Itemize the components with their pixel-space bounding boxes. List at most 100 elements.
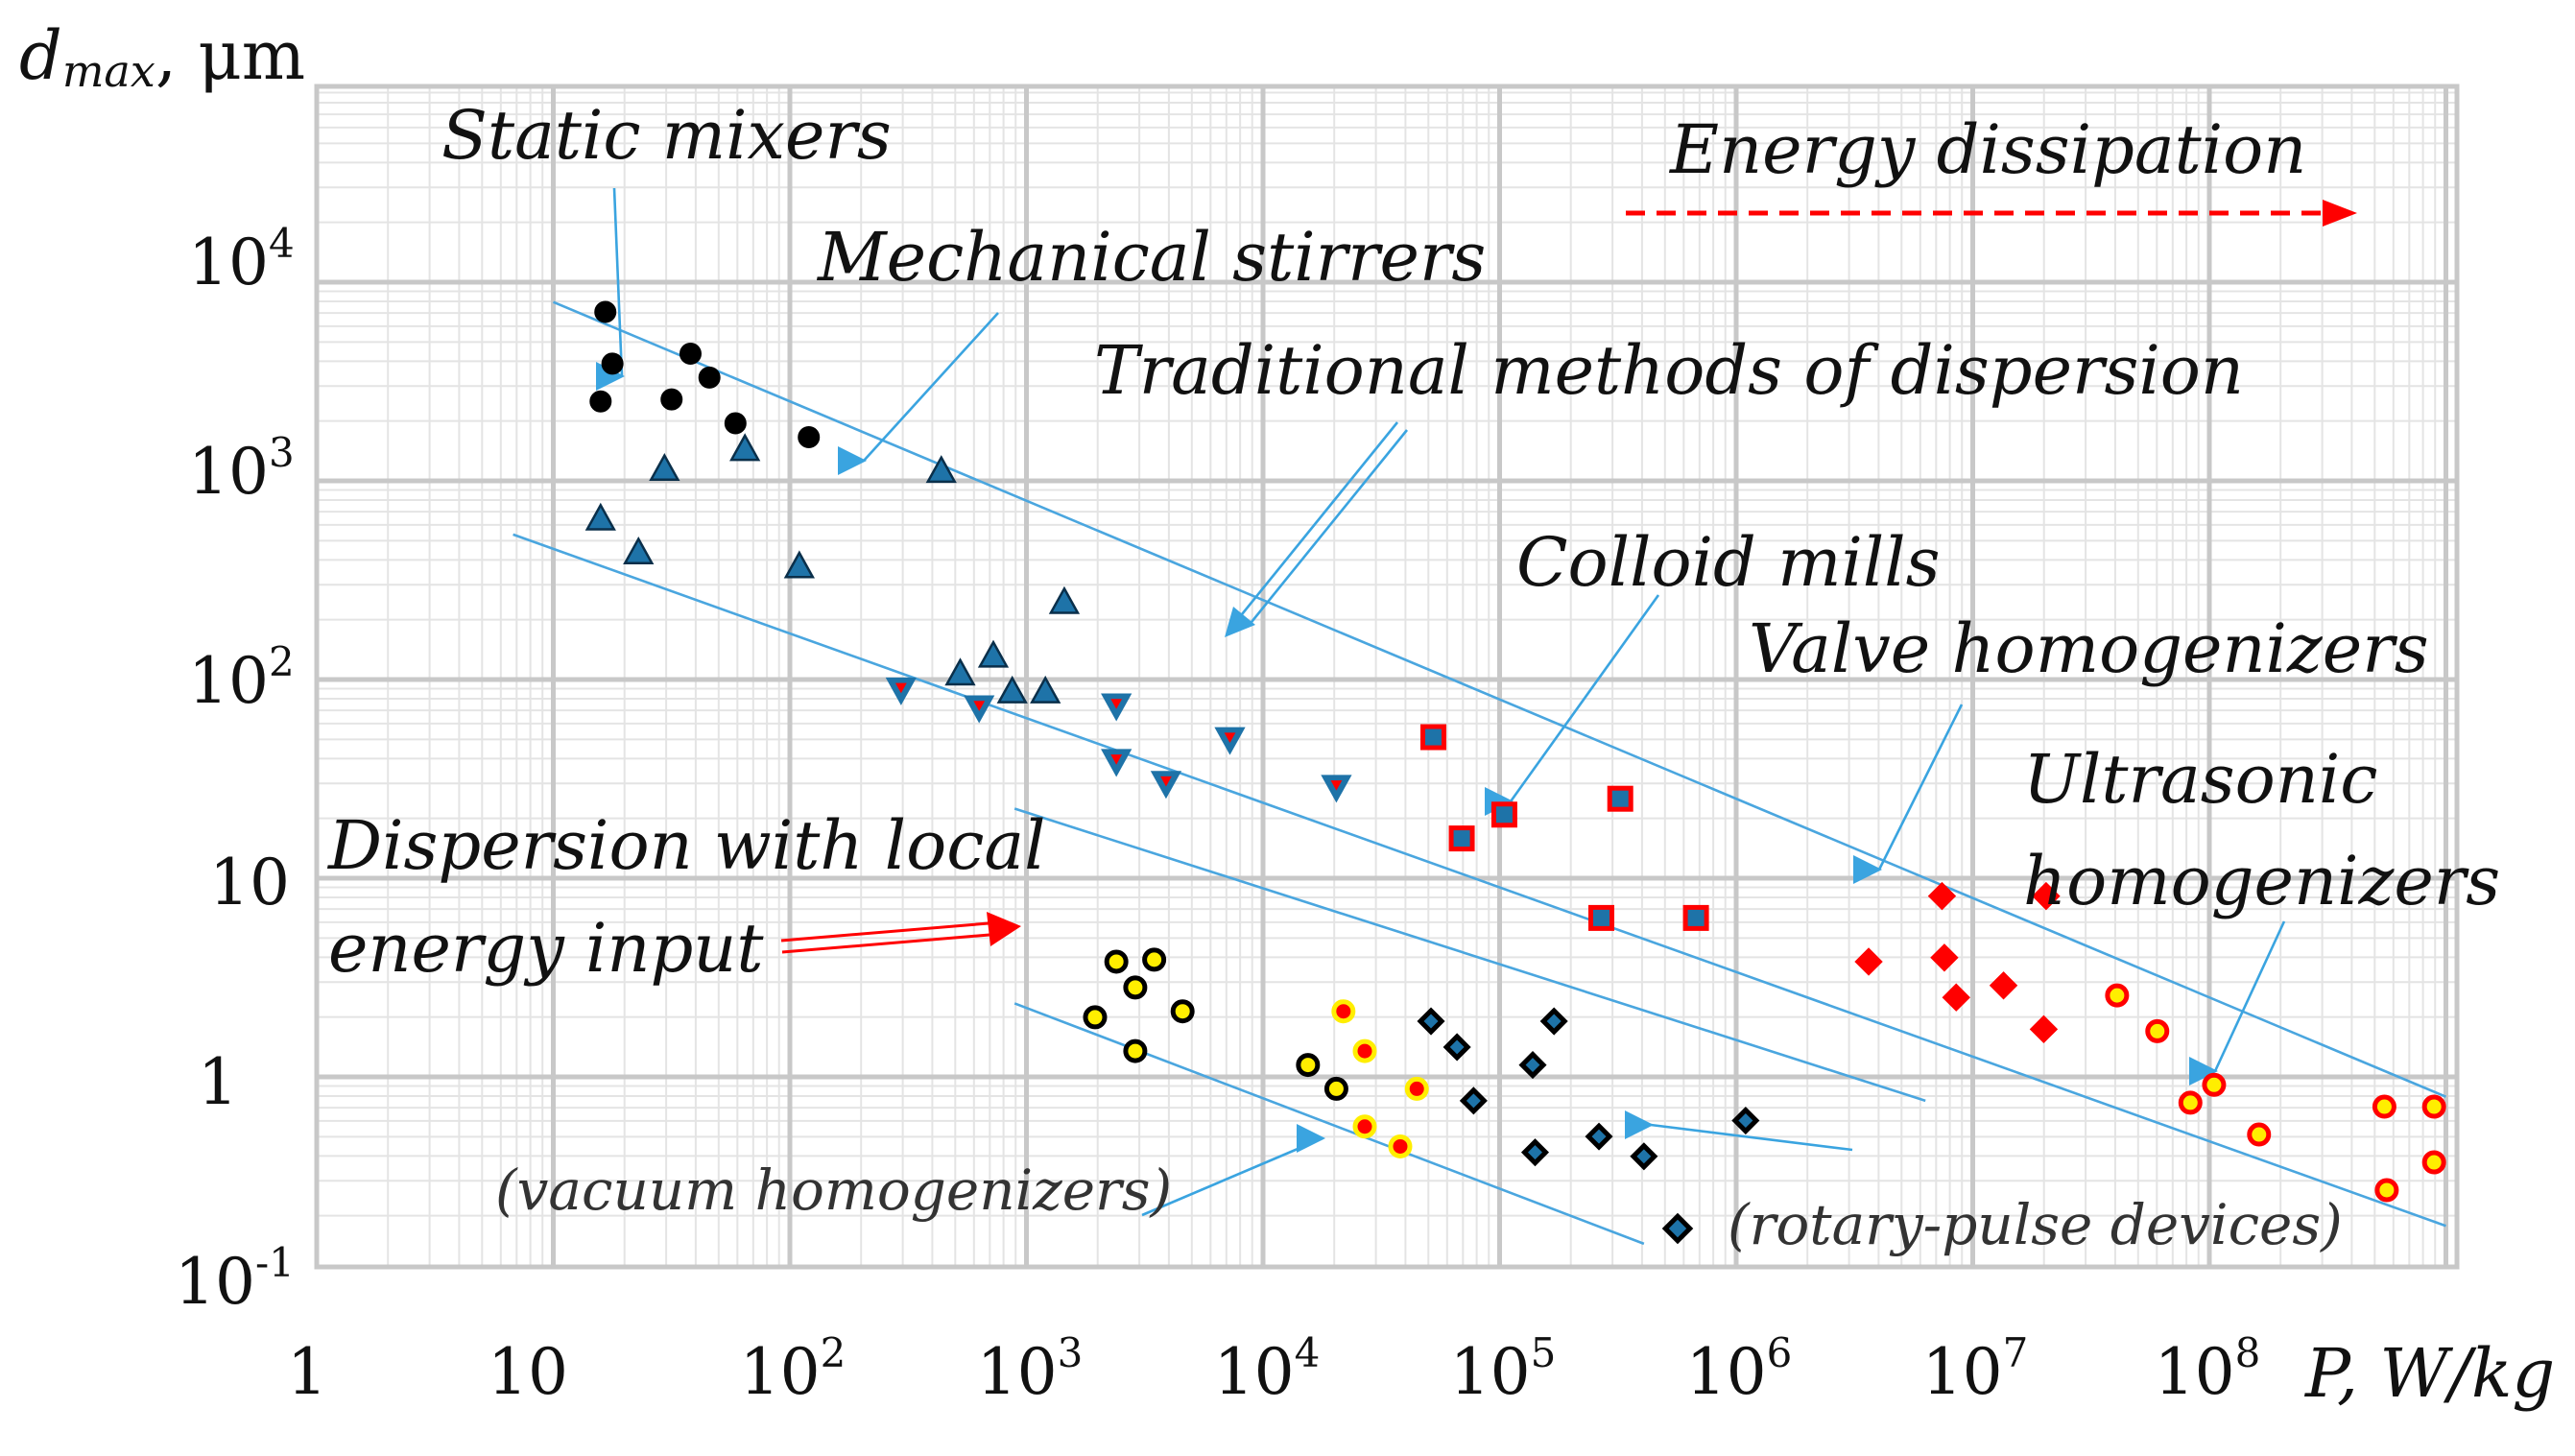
minor-gridlines [317, 86, 2457, 1267]
point-diamond-black-blue-2 [1442, 1033, 1471, 1062]
point-triangle-up-blue-5 [783, 550, 815, 579]
point-square-red-blue-6 [1682, 904, 1709, 931]
y-axis-ticks: 10-1 1 10 102 103 104 [175, 220, 295, 1319]
point-circle-black-6 [660, 388, 683, 411]
point-circle-red-yellow-5 [2247, 1122, 2272, 1147]
point-circle-yellow-red-3 [1352, 1114, 1377, 1139]
x-tick-4: 104 [1214, 1329, 1321, 1409]
valve-pointer [1853, 704, 1964, 884]
point-diamond-black-blue-6 [1520, 1138, 1550, 1167]
point-circle-yellow-black-8 [1323, 1076, 1348, 1101]
point-circle-yellow-black-2 [1104, 949, 1129, 974]
point-triangle-up-blue-10 [996, 675, 1028, 704]
rotary-pointer [1625, 1110, 1853, 1152]
label-energy-dissipation: Energy dissipation [1668, 110, 2306, 189]
point-triangle-up-blue-1 [584, 502, 616, 531]
label-vacuum: (vacuum homogenizers) [495, 1158, 1172, 1223]
trend-line-2 [513, 533, 2446, 1228]
point-triangle-up-blue-11 [1030, 675, 1061, 704]
point-circle-black-4 [679, 343, 702, 366]
static-mixers-pointer [596, 187, 625, 391]
point-triangle-up-blue-4 [729, 433, 761, 462]
point-triangle-up-blue-3 [649, 453, 680, 482]
traditional-pointer [1225, 421, 1409, 637]
point-triangle-up-blue-6 [925, 455, 957, 484]
point-triangle-down-blue-3 [1101, 693, 1133, 722]
annotation-pointers [596, 187, 2357, 1217]
energy-dissipation-arrow [1626, 200, 2357, 227]
x-tick-6: 106 [1686, 1329, 1793, 1409]
major-gridlines [317, 86, 2457, 1267]
point-triangle-down-blue-1 [885, 677, 917, 705]
vacuum-pointer [1141, 1124, 1325, 1217]
label-static-mixers: Static mixers [441, 96, 892, 175]
point-diamond-red-3 [1942, 983, 1970, 1012]
point-square-red-blue-4 [1607, 785, 1633, 812]
y-tick-1: 10 [209, 846, 290, 919]
point-circle-red-yellow-8 [2421, 1150, 2446, 1175]
x-tick-1: 10 [488, 1335, 568, 1409]
point-square-red-blue-3 [1490, 801, 1517, 828]
point-triangle-up-blue-8 [944, 657, 976, 686]
point-circle-red-yellow-4 [2202, 1072, 2227, 1097]
label-local-2: energy input [328, 909, 764, 988]
label-traditional: Traditional methods of dispersion [1094, 331, 2244, 410]
point-triangle-down-blue-7 [1321, 775, 1352, 803]
x-axis-ticks: 1 10 102 103 104 105 106 107 108 [287, 1329, 2260, 1409]
point-circle-black-7 [724, 412, 747, 435]
label-mechanical-stirrers: Mechanical stirrers [816, 218, 1486, 297]
point-diamond-black-blue-5 [1539, 1007, 1568, 1036]
point-diamond-red-4 [1930, 943, 1959, 972]
point-diamond-red-7 [2032, 881, 2061, 911]
label-rotary: (rotary-pulse devices) [1728, 1192, 2343, 1257]
y-tick-4: 104 [188, 220, 295, 299]
point-circle-yellow-black-7 [1296, 1053, 1321, 1078]
point-circle-yellow-red-5 [1404, 1076, 1429, 1101]
x-tick-2: 102 [740, 1329, 846, 1409]
point-triangle-down-blue-4 [1101, 749, 1133, 777]
y-tick-3: 103 [188, 429, 295, 509]
x-tick-0: 1 [287, 1335, 327, 1409]
trend-line-3 [1013, 807, 1926, 1103]
label-colloid-mills: Colloid mills [1516, 523, 1941, 602]
data-points [584, 300, 2446, 1203]
y-tick-neg1: 10-1 [175, 1239, 295, 1319]
point-circle-black-8 [798, 425, 821, 448]
point-circle-black-2 [601, 352, 624, 375]
y-axis-label: dmax, μm [19, 16, 305, 97]
point-triangle-up-blue-2 [623, 536, 655, 564]
label-ultrasonic-2: homogenizers [2023, 842, 2500, 920]
point-diamond-black-blue-1 [1417, 1007, 1445, 1036]
point-diamond-red-1 [1854, 947, 1883, 976]
x-tick-7: 107 [1922, 1329, 2029, 1409]
point-diamond-black-blue-7 [1585, 1122, 1613, 1151]
point-circle-yellow-red-2 [1352, 1038, 1377, 1063]
label-valve: Valve homogenizers [1749, 609, 2429, 688]
point-diamond-black-blue-4 [1518, 1051, 1547, 1080]
point-circle-yellow-black-5 [1142, 947, 1167, 972]
point-triangle-up-blue-7 [1048, 585, 1081, 614]
point-circle-red-yellow-7 [2421, 1094, 2446, 1119]
local-energy-arrow [780, 912, 1021, 954]
label-local-1: Dispersion with local [326, 806, 1046, 885]
point-circle-yellow-black-1 [1083, 1005, 1108, 1030]
trend-line-4 [1013, 1002, 1645, 1246]
point-circle-red-yellow-2 [2145, 1018, 2170, 1043]
point-circle-yellow-red-4 [1388, 1134, 1413, 1158]
label-ultrasonic-1: Ultrasonic [2023, 740, 2377, 819]
trend-lines [513, 300, 2447, 1246]
y-tick-0: 1 [198, 1045, 238, 1119]
point-square-red-blue-2 [1448, 825, 1475, 852]
y-tick-2: 102 [188, 638, 295, 718]
point-circle-red-yellow-3 [2178, 1090, 2203, 1115]
x-tick-3: 103 [977, 1329, 1084, 1409]
point-diamond-black-blue-8 [1630, 1142, 1658, 1171]
colloid-mills-pointer [1485, 594, 1660, 816]
point-circle-yellow-black-4 [1123, 1038, 1148, 1063]
rotary-legend-diamond [1661, 1212, 1694, 1245]
point-circle-red-yellow-1 [2105, 983, 2130, 1008]
point-triangle-down-blue-5 [1150, 771, 1182, 800]
mechanical-stirrers-pointer [838, 312, 999, 475]
point-square-red-blue-1 [1419, 724, 1446, 751]
